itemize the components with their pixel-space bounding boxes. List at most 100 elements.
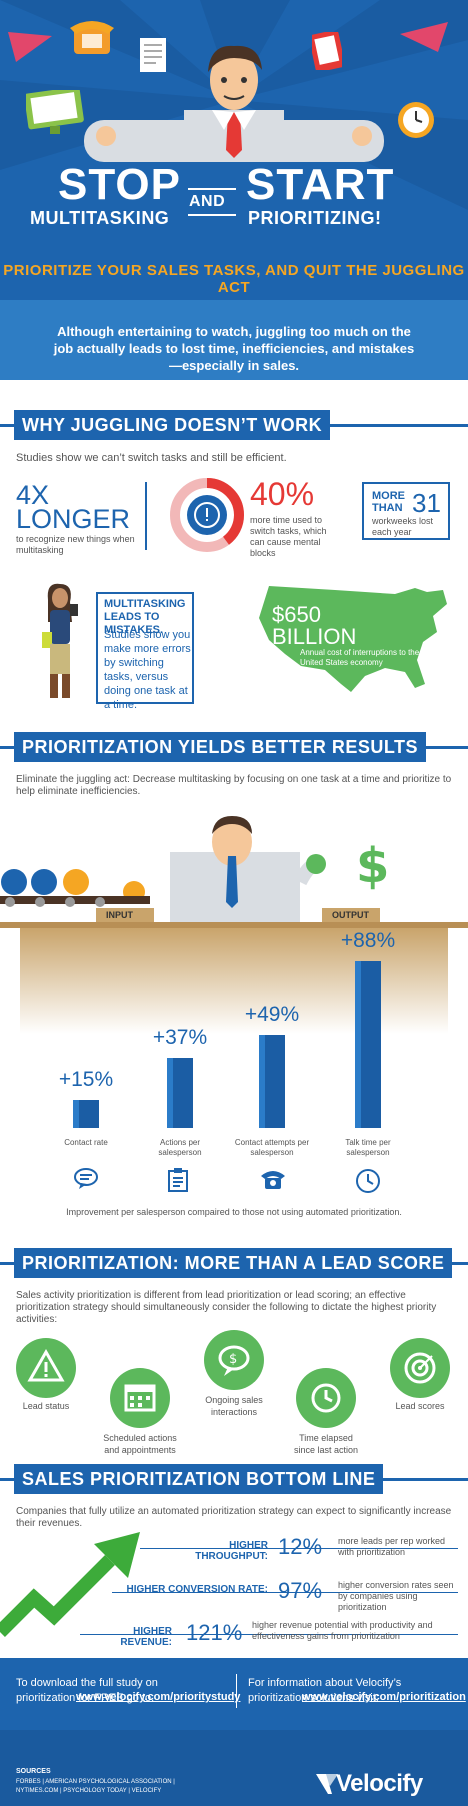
woman-with-phone-illustration <box>42 583 78 698</box>
svg-text:$: $ <box>229 1352 237 1367</box>
velocify-logo-icon <box>316 1774 338 1794</box>
pennant-icon <box>400 22 448 52</box>
divider <box>236 1674 237 1708</box>
stat-4x: 4X <box>16 480 50 510</box>
lead-score-text: Sales activity prioritization is differe… <box>16 1290 437 1325</box>
factor-label: Ongoing sales interactions <box>205 1395 263 1417</box>
input-label: INPUT <box>106 910 133 920</box>
mistakes-desc: Studies show you make more errors by swi… <box>104 629 191 711</box>
hero-subtitle: PRIORITIZE YOUR SALES TASKS, AND QUIT TH… <box>3 262 465 296</box>
document-icon <box>140 38 166 72</box>
factor-label: Lead scores <box>395 1401 445 1411</box>
money-chat-icon: $ <box>204 1330 264 1390</box>
chart-category-label: Talk time per salesperson <box>345 1138 391 1157</box>
chart-note: Improvement per salesperson compaired to… <box>66 1207 402 1217</box>
stat-more: MORE <box>372 490 405 502</box>
chart-category-label: Actions per salesperson <box>158 1138 202 1157</box>
section-header-why: WHY JUGGLING DOESN’T WORK <box>0 410 468 440</box>
footer-right-text: For information about Velocify’s priorit… <box>248 1677 402 1704</box>
metric-value: 121% <box>186 1620 243 1645</box>
stat-40-desc: more time used to switch tasks, which ca… <box>250 515 327 558</box>
mistakes-box <box>96 592 194 704</box>
juggling-man-illustration <box>84 45 384 162</box>
chart-bar <box>355 961 381 1128</box>
forty-percent-donut <box>170 478 244 552</box>
hero-banner: STOP MULTITASKING AND START PRIORITIZING… <box>0 0 468 300</box>
warning-icon <box>16 1338 76 1398</box>
phone-icon <box>259 1168 287 1195</box>
monitor-icon <box>26 90 84 134</box>
section-header-lead-score: PRIORITIZATION: MORE THAN A LEAD SCORE <box>0 1248 468 1278</box>
chart-data-label: +15% <box>58 1068 114 1091</box>
metric-desc: higher conversion rates seen by companie… <box>338 1580 454 1612</box>
growth-arrow-icon <box>0 1532 140 1637</box>
metric-desc: higher revenue potential with productivi… <box>252 1620 433 1641</box>
section-title: PRIORITIZATION: MORE THAN A LEAD SCORE <box>14 1248 453 1278</box>
factor-label: Lead status <box>22 1401 70 1411</box>
intro-text: Although entertaining to watch, juggling… <box>0 300 468 380</box>
telephone-icon <box>70 21 114 54</box>
chart-bar <box>73 1100 99 1128</box>
section-title: SALES PRIORITIZATION BOTTOM LINE <box>14 1464 384 1494</box>
prioritization-desk-illustration: $ <box>0 816 389 922</box>
alarm-clock-icon <box>398 102 434 138</box>
chart-category-label: Contact rate <box>64 1138 108 1147</box>
map-desc: Annual cost of interruptions to the Unit… <box>300 648 420 667</box>
divider <box>145 482 147 550</box>
section-title: PRIORITIZATION YIELDS BETTER RESULTS <box>14 732 427 762</box>
section-header-bottom-line: SALES PRIORITIZATION BOTTOM LINE <box>0 1464 468 1494</box>
footer-bottom-band <box>0 1730 468 1806</box>
chart-data-label: +37% <box>152 1026 208 1049</box>
hero-stop-title: STOP <box>58 160 182 209</box>
calendar-icon <box>110 1368 170 1428</box>
mistakes-title: MULTITASKING LEADS TO MISTAKES. <box>104 598 186 636</box>
metric-desc: more leads per rep worked with prioritiz… <box>338 1536 446 1557</box>
divider <box>188 188 236 190</box>
stat-31: 31 <box>412 488 441 518</box>
svg-text:$: $ <box>356 838 389 894</box>
factor-label: Time elapsed since last action <box>293 1433 359 1455</box>
divider <box>112 1592 458 1593</box>
section-header-yields: PRIORITIZATION YIELDS BETTER RESULTS <box>0 732 468 762</box>
clipboard-icon <box>167 1168 189 1197</box>
divider <box>188 214 236 216</box>
stat-4x-desc: to recognize new things when multitaskin… <box>16 534 135 555</box>
stat-31-desc: workweeks lost each year <box>372 516 434 537</box>
hero-and-title: AND <box>189 193 226 210</box>
metric-value: 12% <box>278 1534 323 1559</box>
tablet-icon <box>312 32 342 70</box>
factor-icons: $ <box>0 1322 468 1462</box>
section-title: WHY JUGGLING DOESN’T WORK <box>14 410 331 440</box>
sources-text: FORBES | AMERICAN PSYCHOLOGICAL ASSOCIAT… <box>16 1779 175 1794</box>
map-amount: $650 <box>272 602 321 627</box>
pennant-icon <box>8 32 52 62</box>
target-icon <box>390 1338 450 1398</box>
stat-31-box <box>362 482 450 540</box>
chart-bar <box>259 1035 285 1128</box>
yields-lead-text: Eliminate the juggling act: Decrease mul… <box>16 774 452 797</box>
divider <box>140 1548 458 1549</box>
stat-40-percent: 40% <box>250 476 315 512</box>
usa-map-illustration <box>259 586 447 692</box>
why-lead-text: Studies show we can’t switch tasks and s… <box>16 452 287 464</box>
chart-data-label: +49% <box>244 1003 300 1026</box>
factor-label: Scheduled actions and appointments <box>103 1433 177 1455</box>
chart-bar <box>167 1058 193 1128</box>
metric-label: HIGHER CONVERSION RATE: <box>126 1584 269 1595</box>
prioritization-link[interactable]: www.velocify.com/prioritization <box>302 1691 466 1703</box>
metric-value: 97% <box>278 1578 323 1603</box>
footer-left-text: To download the full study on prioritiza… <box>16 1677 158 1704</box>
divider <box>80 1634 458 1635</box>
priority-study-link[interactable]: www.velocify.com/prioritystudy <box>76 1691 241 1703</box>
map-billion: BILLION <box>272 624 357 649</box>
chart-data-label: +88% <box>340 929 396 952</box>
hero-multitasking-title: MULTITASKING <box>30 208 170 228</box>
metric-label: HIGHER REVENUE: <box>120 1626 172 1648</box>
bottom-lead-text: Companies that fully utilize an automate… <box>16 1506 452 1529</box>
stat-than: THAN <box>372 502 403 514</box>
output-label: OUTPUT <box>332 910 369 920</box>
chat-icon <box>73 1168 99 1195</box>
sources-title: SOURCES <box>16 1768 51 1775</box>
clock-icon <box>355 1168 381 1199</box>
chart-category-label: Contact attempts per salesperson <box>234 1138 310 1157</box>
